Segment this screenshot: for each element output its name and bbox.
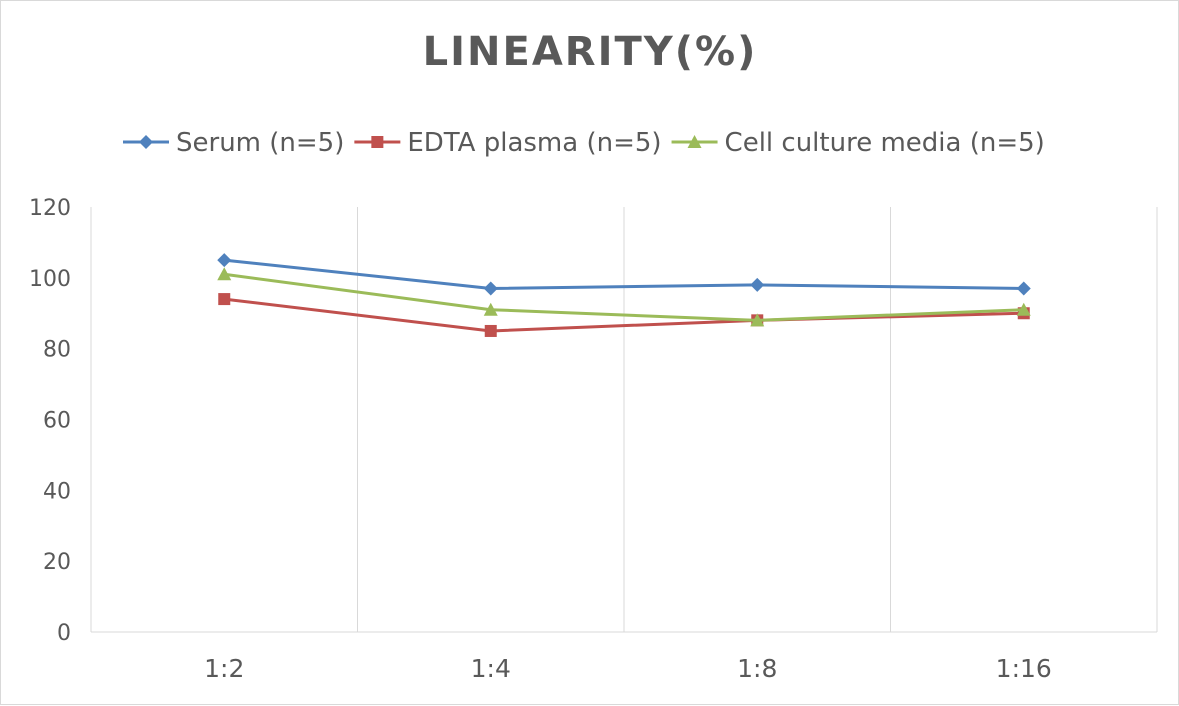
- y-tick-label: 120: [29, 196, 71, 221]
- triangle-marker: [217, 267, 232, 281]
- legend-item: Serum (n=5): [123, 128, 344, 158]
- square-marker: [218, 293, 231, 306]
- chart-title: LINEARITY(%): [423, 29, 758, 75]
- x-tick-label: 1:2: [204, 654, 244, 683]
- triangle-marker: [750, 313, 765, 327]
- series-line: [224, 297, 1024, 333]
- y-tick-label: 40: [43, 479, 71, 504]
- legend-label: Serum (n=5): [176, 128, 344, 158]
- y-tick-label: 0: [57, 621, 71, 646]
- square-marker: [484, 324, 497, 337]
- legend-item: Cell culture media (n=5): [671, 128, 1045, 158]
- square-marker: [371, 136, 384, 148]
- y-tick-label: 100: [29, 267, 71, 292]
- diamond-marker: [217, 253, 232, 268]
- legend-label: Cell culture media (n=5): [725, 128, 1045, 158]
- y-tick-label: 60: [43, 409, 71, 434]
- triangle-marker: [687, 135, 702, 148]
- x-tick-label: 1:16: [996, 654, 1052, 683]
- x-tick-label: 1:8: [737, 654, 777, 683]
- series-0: [217, 253, 1031, 296]
- diamond-marker: [139, 135, 153, 149]
- series-line: [224, 272, 1024, 322]
- series-group: [217, 253, 1031, 337]
- legend-item: EDTA plasma (n=5): [354, 128, 662, 158]
- axes: 0 20 40 60 80 100 120 1:2 1:4 1:8 1:16: [29, 196, 1157, 683]
- y-tick-label: 80: [43, 338, 71, 363]
- x-tick-label: 1:4: [471, 654, 511, 683]
- legend: Serum (n=5) EDTA plasma (n=5) Cell culture…: [123, 128, 1045, 158]
- diamond-marker: [750, 277, 765, 292]
- diamond-marker: [483, 281, 498, 296]
- series-2: [217, 267, 1031, 327]
- series-line: [224, 258, 1024, 290]
- grid: [357, 207, 1158, 632]
- triangle-marker: [1016, 302, 1031, 316]
- legend-label: EDTA plasma (n=5): [407, 128, 661, 158]
- triangle-marker: [483, 302, 498, 316]
- y-tick-label: 20: [43, 550, 71, 575]
- diamond-marker: [1016, 281, 1031, 296]
